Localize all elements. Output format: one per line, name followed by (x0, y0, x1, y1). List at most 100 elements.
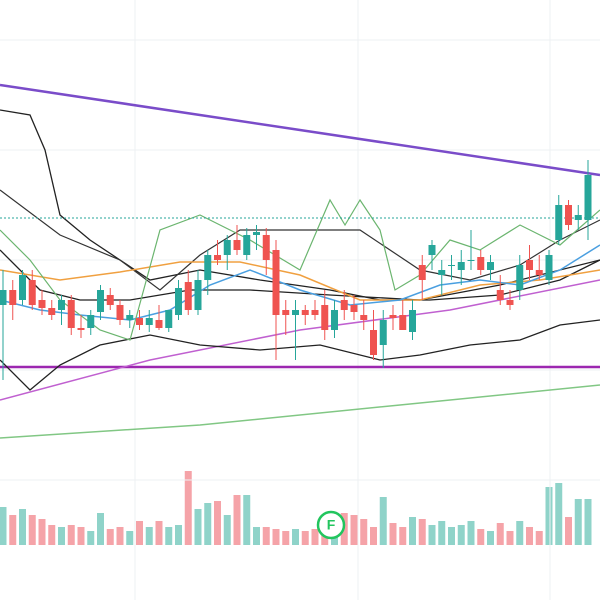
candle-body (311, 310, 319, 315)
volume-bar (48, 525, 56, 545)
volume-bar (574, 499, 582, 545)
candle-body (448, 265, 455, 266)
candle-body (253, 232, 260, 235)
volume-bar (535, 531, 543, 545)
candle-body (565, 205, 572, 225)
volume-bar (545, 487, 553, 545)
volume-bar (126, 531, 134, 545)
candle-body (379, 320, 387, 345)
candle-body (184, 282, 192, 310)
candle-body (19, 275, 26, 300)
volume-bar (506, 531, 514, 545)
volume-bar (477, 529, 485, 545)
candle-body (214, 255, 221, 260)
volume-bar (555, 483, 563, 545)
candle-body (175, 288, 182, 315)
candle-body (155, 320, 163, 328)
volume-bar (292, 529, 299, 545)
candle-body (457, 262, 465, 270)
candle-body (418, 265, 426, 280)
candle-body (438, 270, 446, 275)
volume-bar (175, 525, 182, 545)
candle-body (545, 255, 553, 280)
candle-body (48, 308, 56, 315)
candle-body (399, 315, 407, 330)
candle-body (340, 300, 348, 310)
volume-bar (58, 527, 65, 545)
candle-body (243, 235, 251, 255)
volume-bar (184, 471, 192, 545)
volume-bar (194, 509, 202, 545)
volume-bar (516, 521, 524, 545)
candle-body (77, 328, 85, 330)
volume-bar (9, 515, 17, 545)
volume-bar (526, 527, 533, 545)
candle-body (477, 257, 485, 270)
volume-bar (301, 531, 309, 545)
candle-body (38, 300, 46, 308)
candle-body (516, 265, 524, 290)
volume-bar (116, 527, 124, 545)
candle-body (28, 280, 36, 305)
volume-bar (496, 523, 504, 545)
candle-body (97, 290, 104, 312)
volume-bar (428, 525, 436, 545)
candle-body (223, 240, 231, 255)
candle-body (106, 295, 114, 305)
volume-bar (214, 501, 221, 545)
candle-body (58, 300, 65, 310)
candle-body (0, 290, 7, 305)
volume-bar (379, 497, 387, 545)
volume-bar (389, 523, 397, 545)
candle-body (165, 310, 173, 328)
candle-body (389, 315, 397, 318)
candle-body (282, 310, 290, 315)
volume-bar (233, 495, 241, 545)
candle-body (506, 300, 514, 305)
candle-body (487, 262, 494, 270)
volume-bar (360, 519, 368, 545)
candle-body (555, 205, 563, 240)
volume-bar (145, 527, 153, 545)
volume-bar (350, 515, 358, 545)
volume-bar (584, 499, 592, 545)
candle-body (584, 175, 592, 220)
candle-body (321, 305, 329, 330)
volume-bar (399, 527, 407, 545)
volume-bar (38, 519, 46, 545)
candle-body (350, 305, 358, 312)
volume-bar (28, 515, 36, 545)
volume-bar (311, 529, 319, 545)
volume-bar (77, 527, 85, 545)
volume-bar (467, 521, 475, 545)
indicators (0, 83, 600, 439)
candle-body (87, 315, 95, 328)
candle-body (194, 280, 202, 310)
candle-body (467, 260, 475, 261)
event-marker (316, 510, 346, 540)
volume-bar (136, 521, 143, 545)
candle-body (360, 315, 368, 320)
volume-bar (155, 521, 163, 545)
candle-body (526, 260, 533, 270)
candle-body (331, 310, 338, 330)
volume-bar (223, 515, 231, 545)
candle-body (145, 318, 153, 325)
volume-bar (565, 517, 572, 545)
volume-bar (262, 527, 270, 545)
volume-bar (457, 525, 465, 545)
volume-bar (19, 509, 26, 545)
candle-body (9, 290, 17, 305)
volume-bar (282, 531, 290, 545)
volume-bar (418, 519, 426, 545)
candle-body (409, 310, 416, 332)
candle-body (116, 305, 124, 320)
candle-body (272, 250, 280, 315)
candle-body (574, 215, 582, 220)
volume-bar (487, 531, 494, 545)
volume-bar (370, 527, 377, 545)
candle-body (428, 245, 436, 255)
volume-bar (87, 531, 95, 545)
